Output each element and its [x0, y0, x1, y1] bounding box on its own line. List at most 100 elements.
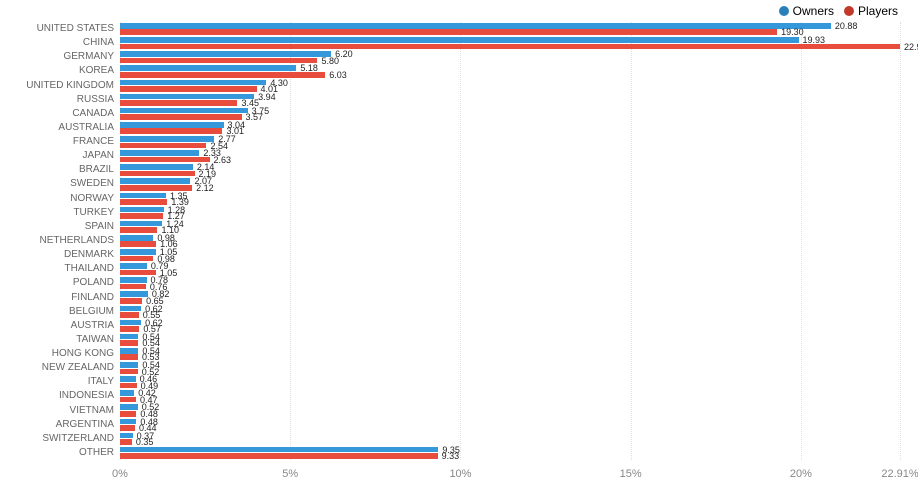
- bar-players: [120, 213, 163, 219]
- category-row: OTHER9.359.33: [120, 446, 900, 460]
- category-row: BRAZIL2.142.19: [120, 163, 900, 177]
- bar-owners: [120, 37, 799, 43]
- value-label-players: 9.33: [442, 452, 460, 461]
- bar-owners: [120, 94, 254, 100]
- category-label: DENMARK: [0, 250, 120, 260]
- category-label: SWITZERLAND: [0, 434, 120, 444]
- bar-owners: [120, 108, 248, 114]
- category-label: BELGIUM: [0, 307, 120, 317]
- category-label: SWEDEN: [0, 179, 120, 189]
- category-row: CHINA19.9322.91: [120, 36, 900, 50]
- bar-owners: [120, 164, 193, 170]
- legend-swatch-players: [844, 6, 854, 16]
- category-label: NETHERLANDS: [0, 236, 120, 246]
- x-axis-tick: 5%: [282, 468, 298, 480]
- bar-owners: [120, 277, 147, 283]
- bar-players: [120, 354, 138, 360]
- bar-owners: [120, 51, 331, 57]
- bar-owners: [120, 235, 153, 241]
- bar-owners: [120, 207, 164, 213]
- bar-owners: [120, 249, 156, 255]
- bar-players: [120, 100, 237, 106]
- bar-owners: [120, 390, 134, 396]
- category-label: HONG KONG: [0, 349, 120, 359]
- category-row: THAILAND0.791.05: [120, 262, 900, 276]
- bar-owners: [120, 122, 224, 128]
- category-row: UNITED STATES20.8819.30: [120, 22, 900, 36]
- category-label: INDONESIA: [0, 391, 120, 401]
- bar-players: [120, 425, 135, 431]
- bar-owners: [120, 362, 138, 368]
- value-label-owners: 5.18: [300, 64, 318, 73]
- bar-players: [120, 439, 132, 445]
- category-row: TAIWAN0.540.54: [120, 333, 900, 347]
- category-row: CANADA3.753.57: [120, 107, 900, 121]
- x-axis-tick: 10%: [449, 468, 471, 480]
- bar-owners: [120, 376, 136, 382]
- x-axis-tick: 20%: [790, 468, 812, 480]
- category-label: GERMANY: [0, 52, 120, 62]
- bar-players: [120, 411, 136, 417]
- bar-players: [120, 369, 138, 375]
- category-label: UNITED STATES: [0, 24, 120, 34]
- bar-players: [120, 128, 222, 134]
- bar-owners: [120, 150, 199, 156]
- x-axis-tick: 22.91%: [881, 468, 918, 480]
- bar-owners: [120, 447, 438, 453]
- category-label: AUSTRIA: [0, 321, 120, 331]
- chart-container: Owners Players 0%5%10%15%20%22.91%UNITED…: [0, 0, 918, 504]
- bar-players: [120, 199, 167, 205]
- bar-players: [120, 44, 900, 50]
- category-label: ITALY: [0, 377, 120, 387]
- bar-players: [120, 312, 139, 318]
- bar-owners: [120, 334, 138, 340]
- bar-players: [120, 340, 138, 346]
- category-row: SPAIN1.241.10: [120, 220, 900, 234]
- value-label-owners: 3.94: [258, 93, 276, 102]
- bar-players: [120, 114, 242, 120]
- category-row: HONG KONG0.540.53: [120, 347, 900, 361]
- category-label: CANADA: [0, 109, 120, 119]
- bar-owners: [120, 291, 148, 297]
- bar-owners: [120, 404, 138, 410]
- category-label: OTHER: [0, 448, 120, 458]
- category-row: RUSSIA3.943.45: [120, 93, 900, 107]
- category-row: SWITZERLAND0.370.35: [120, 432, 900, 446]
- category-row: AUSTRALIA3.043.01: [120, 121, 900, 135]
- category-row: AUSTRIA0.620.57: [120, 319, 900, 333]
- bar-owners: [120, 221, 162, 227]
- category-label: VIETNAM: [0, 406, 120, 416]
- category-label: NORWAY: [0, 194, 120, 204]
- bar-owners: [120, 306, 141, 312]
- category-label: THAILAND: [0, 264, 120, 274]
- category-row: POLAND0.780.76: [120, 276, 900, 290]
- category-row: GERMANY6.205.80: [120, 50, 900, 64]
- bar-players: [120, 284, 146, 290]
- legend-label-owners: Owners: [793, 4, 834, 18]
- category-row: INDONESIA0.420.47: [120, 389, 900, 403]
- legend-item-owners: Owners: [779, 4, 834, 18]
- bar-players: [120, 227, 157, 233]
- category-row: ITALY0.460.49: [120, 375, 900, 389]
- value-label-players: 22.91: [904, 43, 918, 52]
- bar-owners: [120, 178, 190, 184]
- bar-owners: [120, 419, 136, 425]
- category-row: BELGIUM0.620.55: [120, 305, 900, 319]
- legend-swatch-owners: [779, 6, 789, 16]
- plot-area: 0%5%10%15%20%22.91%UNITED STATES20.8819.…: [120, 22, 900, 482]
- category-label: TAIWAN: [0, 335, 120, 345]
- bar-owners: [120, 136, 214, 142]
- bar-owners: [120, 433, 133, 439]
- bar-owners: [120, 23, 831, 29]
- category-row: NETHERLANDS0.981.06: [120, 234, 900, 248]
- x-axis-tick: 15%: [620, 468, 642, 480]
- bar-players: [120, 29, 777, 35]
- bar-players: [120, 86, 257, 92]
- category-label: KOREA: [0, 66, 120, 76]
- bar-players: [120, 58, 317, 64]
- bar-players: [120, 171, 195, 177]
- category-row: UNITED KINGDOM4.304.01: [120, 79, 900, 93]
- category-row: JAPAN2.332.63: [120, 149, 900, 163]
- bar-players: [120, 72, 325, 78]
- bar-players: [120, 256, 153, 262]
